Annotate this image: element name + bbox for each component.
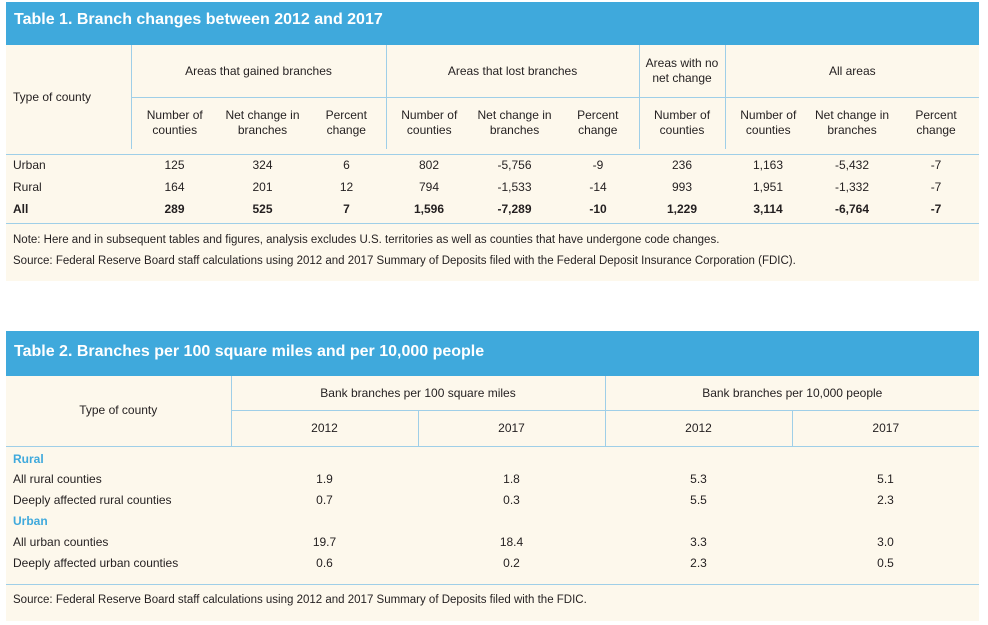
row-label: Urban <box>13 158 46 173</box>
table-cell: 1,951 <box>753 180 784 194</box>
table2-notes: Source: Federal Reserve Board staff calc… <box>6 584 979 611</box>
table1-subheader: Number of counties <box>385 97 473 149</box>
table-cell: 0.2 <box>503 556 520 570</box>
row-label: Deeply affected urban counties <box>13 556 179 570</box>
table2-year: 2017 <box>417 410 606 447</box>
row-label: All urban counties <box>13 534 109 549</box>
table2-row-header: Type of county <box>6 376 231 447</box>
table1-subheader: Number of counties <box>724 97 812 149</box>
table-cell: 1,163 <box>753 158 784 173</box>
table-row: Deeply affected urban counties 0.6 0.2 2… <box>6 552 979 574</box>
table-cell: 3.3 <box>690 534 707 549</box>
table-row: All urban counties 19.7 18.4 3.3 3.0 <box>6 531 979 552</box>
table-row: Deeply affected rural counties 0.7 0.3 5… <box>6 489 979 510</box>
table-cell: 5.3 <box>690 471 707 486</box>
table1-subheader: Percent change <box>577 108 619 138</box>
table-cell: 1.9 <box>316 471 333 486</box>
section-header-urban: Urban <box>6 510 979 531</box>
table-cell: 7 <box>343 202 350 216</box>
table1-subheader: Net change in branches <box>814 108 890 138</box>
table1-subheader: Net change in branches <box>225 108 300 138</box>
table1-subheader: Number of counties <box>638 97 726 149</box>
table-cell: -5,432 <box>835 158 870 173</box>
table1-group-lost: Areas that lost branches <box>385 45 640 98</box>
table-cell: 19.7 <box>312 534 337 549</box>
table-cell: -1,332 <box>835 180 870 194</box>
section-label: Rural <box>13 452 44 467</box>
table2-group-area: Bank branches per 100 square miles <box>230 376 606 411</box>
table-cell: 525 <box>252 202 273 216</box>
table-cell: 2.3 <box>877 492 894 507</box>
table-cell: 0.7 <box>316 492 333 507</box>
table1-group-all: All areas <box>724 45 980 98</box>
table1-panel: Table 1. Branch changes between 2012 and… <box>6 2 980 281</box>
table-row: All rural counties 1.9 1.8 5.3 5.1 <box>6 468 979 489</box>
table1-title: Table 1. Branch changes between 2012 and… <box>6 2 979 45</box>
table1-notes: Note: Here and in subsequent tables and … <box>6 223 979 272</box>
table1-source: Source: Federal Reserve Board staff calc… <box>13 255 796 267</box>
table-cell: -7,289 <box>497 202 532 216</box>
row-label: All <box>13 202 29 216</box>
table-cell: 2.3 <box>690 556 707 570</box>
table-cell: -9 <box>592 158 604 173</box>
table-cell: 794 <box>419 180 440 194</box>
table-cell: 0.3 <box>503 492 520 507</box>
table-cell: 5.1 <box>877 471 894 486</box>
table1-subheader: Percent change <box>915 108 957 138</box>
table-cell: -1,533 <box>497 180 532 194</box>
section-header-rural: Rural <box>6 446 979 468</box>
table-cell: 201 <box>252 180 273 194</box>
table1-row-header: Type of county <box>13 90 92 104</box>
table-cell: 12 <box>339 180 354 194</box>
table-cell: 802 <box>419 158 440 173</box>
table-cell: 3.0 <box>877 534 894 549</box>
table2-panel: Table 2. Branches per 100 square miles a… <box>6 331 980 621</box>
table1-note: Note: Here and in subsequent tables and … <box>13 234 720 246</box>
table-cell: 0.5 <box>877 556 894 570</box>
row-label: Rural <box>13 180 42 194</box>
table-cell: 289 <box>164 202 185 216</box>
table-row: Urban 125 324 6 802 -5,756 -9 236 1,163 … <box>6 154 979 176</box>
table1: Type of county Areas that gained branche… <box>6 45 980 220</box>
table-cell: 993 <box>672 180 693 194</box>
table2-year: 2017 <box>791 410 980 447</box>
table-cell: 1,229 <box>667 202 698 216</box>
row-label: Deeply affected rural counties <box>13 492 172 507</box>
table2-title: Table 2. Branches per 100 square miles a… <box>6 331 979 376</box>
table-cell: -6,764 <box>835 202 870 216</box>
table-cell: 1.8 <box>503 471 520 486</box>
row-label: All rural counties <box>13 471 102 486</box>
table-cell: 18.4 <box>499 534 524 549</box>
table-cell: 1,596 <box>414 202 445 216</box>
table-cell: 236 <box>672 158 693 173</box>
table-cell: -7 <box>930 180 942 194</box>
table-cell: 0.6 <box>316 556 333 570</box>
table-cell: 6 <box>343 158 350 173</box>
table1-group-gained: Areas that gained branches <box>130 45 387 98</box>
table2-year: 2012 <box>604 410 793 447</box>
table2: Type of county Bank branches per 100 squ… <box>6 376 980 574</box>
table1-group-no-change: Areas with no net change <box>638 45 726 98</box>
table-row-total: All 289 525 7 1,596 -7,289 -10 1,229 3,1… <box>6 198 979 220</box>
table-cell: 125 <box>164 158 185 173</box>
table-cell: 3,114 <box>753 202 783 216</box>
section-label: Urban <box>13 513 48 528</box>
table-cell: -5,756 <box>497 158 532 173</box>
table-cell: -7 <box>930 202 942 216</box>
table2-source: Source: Federal Reserve Board staff calc… <box>13 594 587 606</box>
table-row: Rural 164 201 12 794 -1,533 -14 993 1,95… <box>6 176 979 198</box>
table-cell: 324 <box>252 158 273 173</box>
table-cell: -10 <box>589 202 607 216</box>
table-cell: 5.5 <box>690 492 707 507</box>
table2-group-people: Bank branches per 10,000 people <box>604 376 980 411</box>
table1-subheader: Number of counties <box>130 97 218 149</box>
table-cell: 164 <box>164 180 185 194</box>
table-cell: -7 <box>930 158 942 173</box>
table-cell: -14 <box>589 180 607 194</box>
table1-subheader: Percent change <box>325 108 367 138</box>
table1-subheader: Net change in branches <box>477 108 552 138</box>
table2-year: 2012 <box>230 410 418 447</box>
